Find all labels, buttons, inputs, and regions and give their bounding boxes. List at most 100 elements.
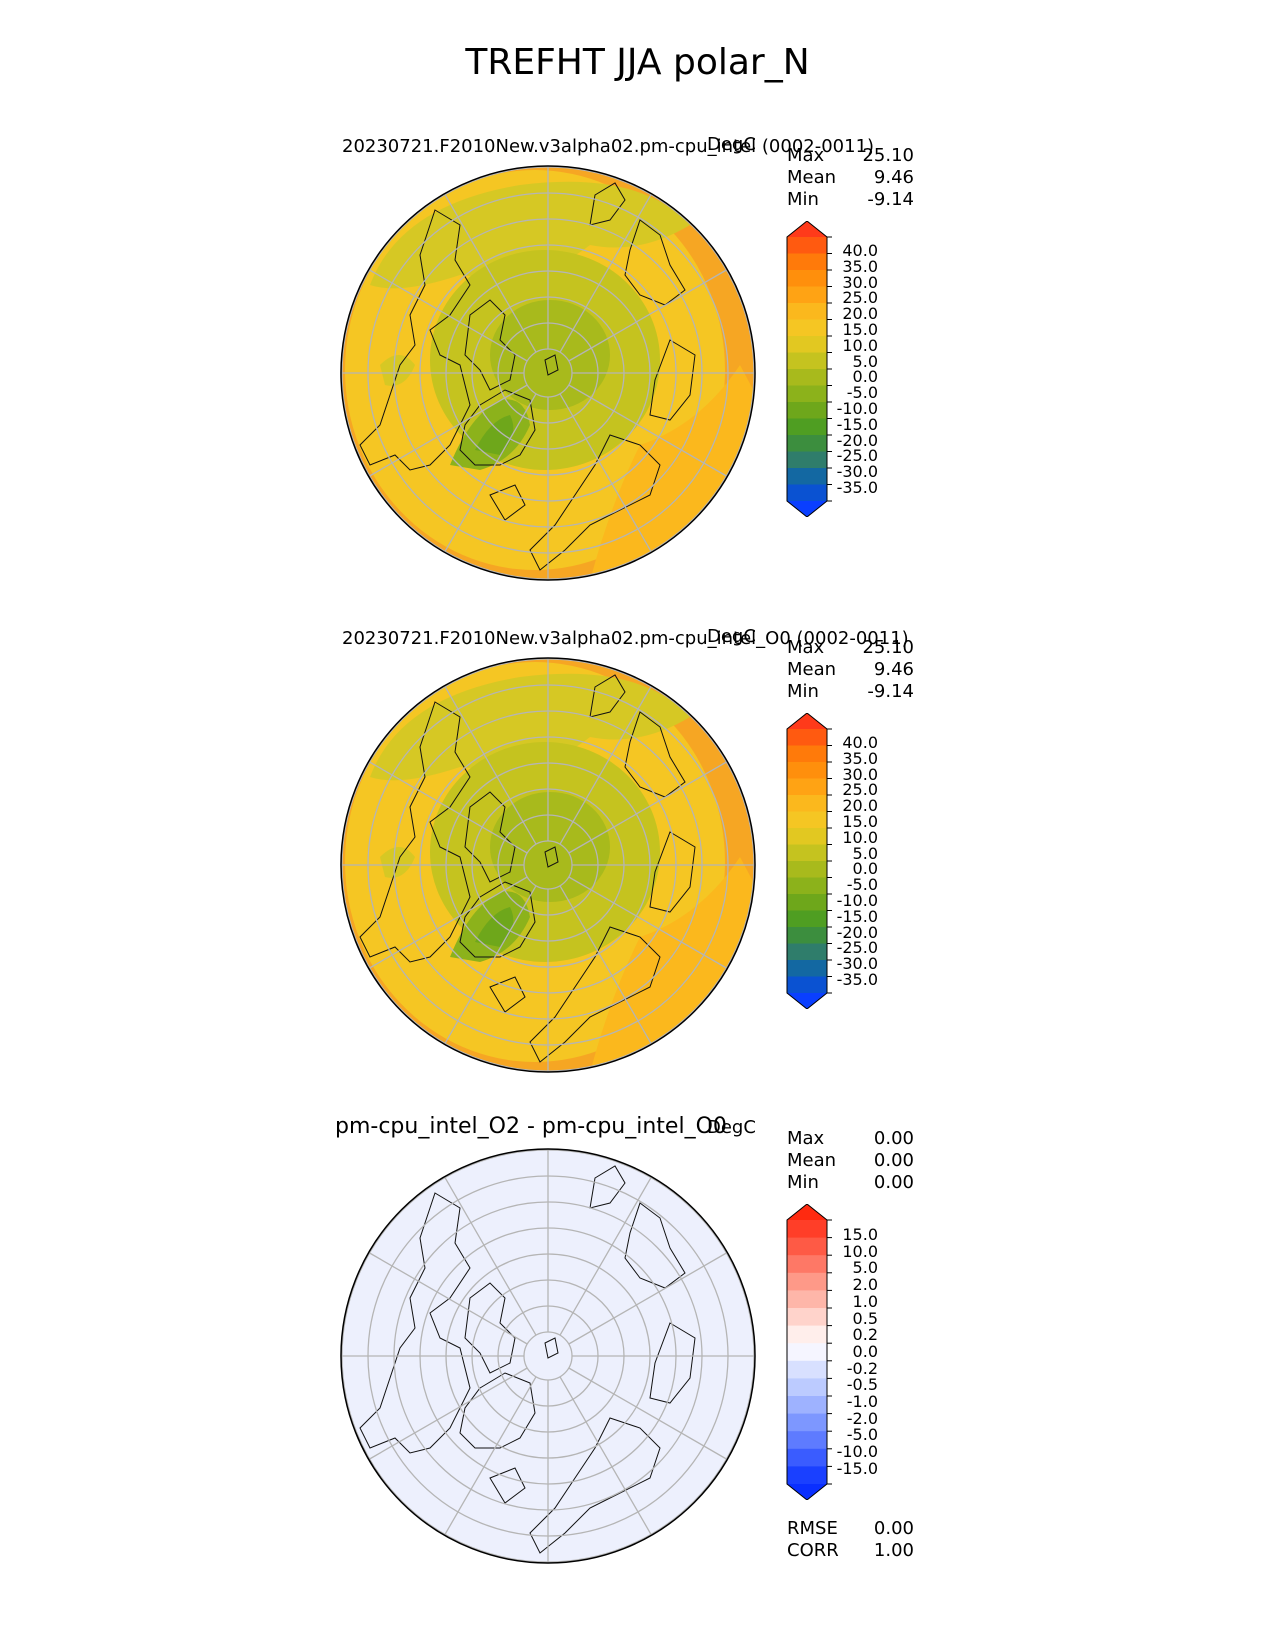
colorbar-segment bbox=[787, 960, 827, 977]
colorbar-segment bbox=[787, 1255, 827, 1274]
stat-label: CORR bbox=[787, 1540, 839, 1561]
colorbar-extend-max bbox=[787, 1204, 827, 1220]
cool-patch bbox=[380, 355, 415, 386]
cool-band bbox=[370, 673, 690, 781]
colorbar-segment bbox=[787, 352, 827, 370]
longitude-line bbox=[568, 1251, 728, 1345]
coastline bbox=[589, 182, 626, 226]
coastline bbox=[529, 926, 661, 1063]
colorbar-tick-label: 0.2 bbox=[852, 1325, 878, 1345]
map-content bbox=[341, 1149, 755, 1563]
panel-3-title: pm-cpu_intel_O2 - pm-cpu_intel_O0 bbox=[335, 1114, 727, 1139]
colorbar-tick-label: 20.0 bbox=[842, 796, 878, 816]
colorbar-tick-label: 10.0 bbox=[842, 335, 878, 355]
colorbar-tick-label: -10.0 bbox=[836, 1442, 878, 1462]
stat-label: Mean bbox=[787, 167, 837, 188]
colorbar-tick-label: 0.0 bbox=[852, 367, 878, 387]
colorbar-tick-label: 25.0 bbox=[842, 288, 878, 308]
longitude-line bbox=[443, 393, 537, 553]
longitude-line bbox=[568, 1367, 728, 1461]
colorbar-tick-label: 15.0 bbox=[842, 319, 878, 339]
colorbar-tick-label: -35.0 bbox=[836, 969, 878, 989]
longitude-line bbox=[368, 760, 528, 854]
greenland-core bbox=[475, 415, 514, 455]
colorbar-segment bbox=[787, 369, 827, 386]
colorbar-tick-label: -15.0 bbox=[836, 414, 878, 434]
colorbar-tick-label: -25.0 bbox=[836, 446, 878, 466]
stat-label: Min bbox=[787, 1172, 819, 1193]
colorbar-segment bbox=[787, 1396, 827, 1415]
coastline bbox=[489, 484, 526, 521]
colorbar-tick-label: 30.0 bbox=[842, 764, 878, 784]
stat-value: 25.10 bbox=[862, 637, 914, 658]
colorbar-tick-label: 20.0 bbox=[842, 304, 878, 324]
map-boundary bbox=[340, 657, 756, 1073]
stat-value: 0.00 bbox=[873, 1150, 914, 1171]
panel-2-stats: Max 25.10 Mean 9.46 Min -9.14 bbox=[787, 637, 914, 703]
colorbar-segment bbox=[787, 237, 827, 254]
colorbar-tick-label: 35.0 bbox=[842, 748, 878, 768]
colorbar-tick-label: 40.0 bbox=[842, 733, 878, 752]
panel-1-units: DegC bbox=[707, 134, 756, 155]
colorbar-segment bbox=[787, 468, 827, 485]
colorbar-tick-label: 5.0 bbox=[852, 843, 878, 863]
coastline bbox=[359, 209, 471, 471]
colorbar-tick-label: 0.0 bbox=[852, 1341, 878, 1361]
longitude-line bbox=[368, 1367, 528, 1461]
longitude-line bbox=[559, 193, 653, 353]
cool-patch bbox=[380, 847, 415, 878]
stat-label: Max bbox=[787, 145, 825, 166]
colorbar-tick-label: 15.0 bbox=[842, 1225, 878, 1244]
longitude-line bbox=[568, 760, 728, 854]
stat-label: Min bbox=[787, 681, 819, 702]
longitude-line bbox=[568, 268, 728, 362]
panel-2-polar-map bbox=[340, 657, 756, 1073]
coastline bbox=[544, 354, 559, 376]
stat-value: 0.00 bbox=[873, 1128, 914, 1149]
colorbar-segment bbox=[787, 927, 827, 944]
colorbar-segment bbox=[787, 451, 827, 469]
colorbar-segment bbox=[787, 286, 827, 304]
colorbar-tick-label: -30.0 bbox=[836, 462, 878, 482]
colorbar-segment bbox=[787, 1343, 827, 1362]
panel-2-colorbar-ticks: 40.0 35.0 30.0 25.0 20.0 15.0 10.0 5.0 0.0 -5.0 -1… bbox=[826, 735, 878, 988]
stat-label: Max bbox=[787, 637, 825, 658]
panel-3-colorbar-ticks: 15.0 10.0 5.0 2.0 1.0 0.5 0.2 0.0 -0.2 -0.5 -1.0 -2… bbox=[826, 1225, 878, 1478]
coastline bbox=[649, 339, 696, 421]
map-content bbox=[341, 658, 755, 1072]
colorbar-tick-label: -0.2 bbox=[846, 1358, 878, 1378]
colorbar-tick-label: -1.0 bbox=[846, 1392, 878, 1412]
colorbar-tick-label: 35.0 bbox=[842, 256, 878, 276]
coastline bbox=[649, 1322, 696, 1404]
coastline bbox=[459, 1372, 536, 1449]
map-boundary bbox=[340, 1148, 756, 1564]
panel-1-stats: Max 25.10 Mean 9.46 Min -9.14 bbox=[787, 145, 914, 211]
panel-3-polar-map bbox=[340, 1148, 756, 1564]
colorbar-segment bbox=[787, 319, 827, 337]
colorbar-segment bbox=[787, 1466, 827, 1485]
colorbar-segment bbox=[787, 435, 827, 452]
longitude-line bbox=[368, 384, 528, 478]
stat-value: 0.00 bbox=[873, 1518, 914, 1539]
stat-value: 25.10 bbox=[862, 145, 914, 166]
longitude-line bbox=[368, 1251, 528, 1345]
colorbar-tick-label: 2.0 bbox=[852, 1275, 878, 1295]
longitude-line bbox=[559, 685, 653, 845]
longitude-line bbox=[559, 393, 653, 553]
colorbar-tick-label: 0.0 bbox=[852, 859, 878, 879]
colorbar-tick-label: 15.0 bbox=[842, 811, 878, 831]
stat-value: 9.46 bbox=[873, 167, 914, 188]
colorbar-tick-label: -10.0 bbox=[836, 398, 878, 418]
colorbar-tick-label: -5.0 bbox=[846, 383, 878, 403]
colorbar-tick-label: -5.0 bbox=[846, 1425, 878, 1445]
stat-value: 1.00 bbox=[873, 1540, 914, 1561]
colorbar-tick-label: 5.0 bbox=[852, 351, 878, 371]
colorbar-segment bbox=[787, 1308, 827, 1327]
longitude-line bbox=[443, 885, 537, 1045]
colorbar-tick-label: -0.5 bbox=[846, 1375, 878, 1395]
colorbar-segment bbox=[787, 1431, 827, 1450]
colorbar-tick-label: -15.0 bbox=[836, 906, 878, 926]
panel-2-colorbar bbox=[786, 713, 832, 1009]
colorbar-segment bbox=[787, 1413, 827, 1432]
colorbar-tick-label: 0.5 bbox=[852, 1308, 878, 1328]
